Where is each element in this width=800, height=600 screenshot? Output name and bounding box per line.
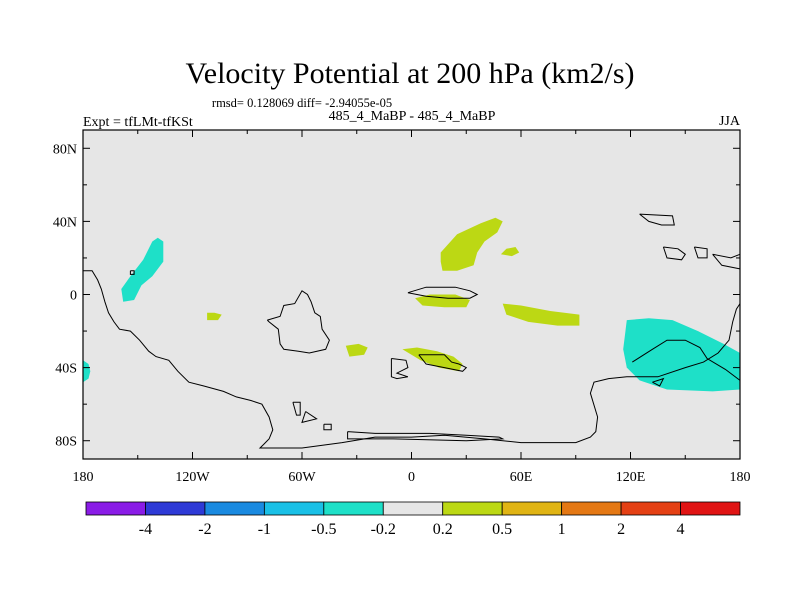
- region-south-atlantic-pos: [345, 343, 368, 357]
- y-tick-label: 80N: [53, 142, 77, 157]
- shaded-regions-layer: [83, 217, 740, 392]
- region-south-west-pacific-neg: [623, 318, 740, 392]
- coastline-6: [292, 401, 301, 416]
- coastline-9: [347, 431, 505, 442]
- stats-label: rmsd= 0.128069 diff= -2.94055e-05: [212, 96, 392, 110]
- season-label: JJA: [719, 114, 741, 129]
- coastline-12: [693, 246, 708, 259]
- coastline-7: [301, 411, 318, 424]
- colorbar-label: 0.2: [433, 521, 453, 538]
- colorbar-swatch: [620, 501, 681, 516]
- case-label: 485_4_MaBP - 485_4_MaBP: [329, 109, 496, 124]
- y-tick-label: 0: [70, 289, 77, 304]
- colorbar-label: -1: [258, 521, 271, 538]
- colorbar-label: -4: [139, 521, 152, 538]
- coastline-4: [390, 358, 409, 380]
- coastline-2: [266, 290, 330, 354]
- coastline-14: [632, 339, 741, 381]
- coastline-10: [639, 213, 675, 226]
- colorbar-swatch: [85, 501, 146, 516]
- x-tick-label: 0: [408, 470, 415, 485]
- region-south-pacific-pos: [207, 312, 222, 321]
- region-indian-ocean-pos: [502, 303, 580, 326]
- axis-ticks-layer: 180 120W 60W 0 60E 120E 180 80N 40N 0 40S 80S: [53, 130, 751, 485]
- coastline-5: [418, 354, 468, 372]
- coastline-8: [323, 423, 332, 431]
- coastline-0: [83, 270, 741, 449]
- x-tick-label: 120W: [175, 470, 210, 485]
- chart-title: Velocity Potential at 200 hPa (km2/s): [185, 57, 634, 90]
- colorbar-swatch: [145, 501, 206, 516]
- region-asia-pos: [440, 217, 503, 271]
- x-tick-label: 60W: [288, 470, 316, 485]
- coastline-3: [407, 286, 479, 299]
- colorbar-swatch: [204, 501, 265, 516]
- colorbar-swatch: [323, 501, 384, 516]
- colorbar-label: 0.5: [492, 521, 512, 538]
- colorbar-swatch: [442, 501, 503, 516]
- region-far-south-pacific-neg: [83, 360, 91, 383]
- colorbar-swatch: [501, 501, 563, 516]
- colorbar-swatch: [382, 501, 444, 516]
- colorbar-label: 4: [677, 521, 685, 538]
- colorbar-label: -0.2: [371, 521, 396, 538]
- expt-label: Expt = tfLMt-tfKSt: [83, 115, 193, 130]
- region-north-pacific-neg: [121, 237, 164, 302]
- y-tick-label: 40N: [53, 215, 77, 230]
- colorbar-label: -0.5: [311, 521, 336, 538]
- colorbar-swatch: [263, 501, 325, 516]
- colorbar-label: 2: [617, 521, 625, 538]
- colorbar-swatch: [680, 501, 741, 516]
- colorbar: -4 -2 -1 -0.5 -0.2 0.2 0.5 1 2 4: [85, 501, 741, 538]
- x-tick-label: 180: [73, 470, 94, 485]
- x-tick-label: 120E: [616, 470, 646, 485]
- coastline-1: [129, 270, 135, 275]
- colorbar-label: 1: [558, 521, 566, 538]
- colorbar-label: -2: [198, 521, 211, 538]
- colorbar-swatch: [561, 501, 622, 516]
- x-tick-label: 180: [730, 470, 751, 485]
- region-east-asia-pos: [500, 247, 520, 257]
- plot-area-background: [83, 130, 740, 459]
- x-tick-label: 60E: [510, 470, 533, 485]
- y-tick-label: 80S: [55, 435, 77, 450]
- region-south-africa-pos: [402, 347, 463, 372]
- coastline-11: [662, 246, 686, 261]
- continent-outlines-layer: [83, 213, 741, 449]
- y-tick-label: 40S: [55, 362, 77, 377]
- coastline-15: [652, 377, 665, 387]
